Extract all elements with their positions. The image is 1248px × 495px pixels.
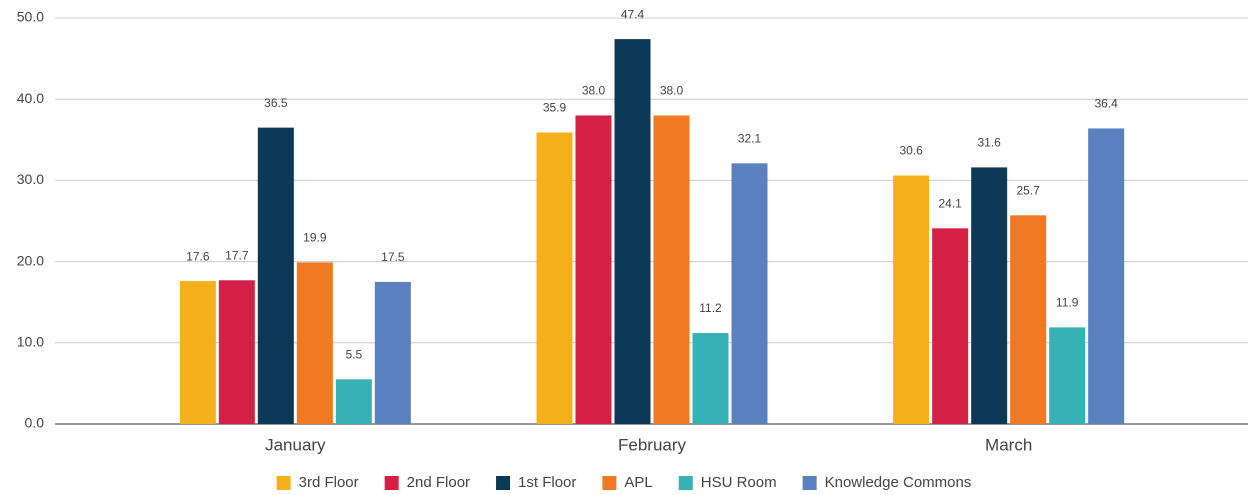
legend-swatch: [802, 476, 817, 490]
y-tick-label: 0.0: [25, 415, 45, 431]
y-tick-label: 20.0: [17, 252, 44, 268]
y-tick-label: 50.0: [17, 9, 44, 25]
bar: [1049, 327, 1086, 424]
bar: [893, 175, 930, 424]
legend-label: APL: [624, 474, 652, 491]
value-label: 32.1: [738, 132, 762, 146]
legend-swatch: [384, 476, 399, 490]
legend-swatch: [276, 476, 291, 490]
value-label: 5.5: [345, 348, 362, 362]
bar: [218, 280, 255, 424]
legend-label: Knowledge Commons: [825, 474, 972, 491]
value-label: 11.2: [699, 301, 722, 315]
bar: [296, 262, 333, 424]
value-label: 24.1: [938, 196, 962, 210]
value-label: 17.6: [186, 249, 210, 263]
bar: [731, 163, 768, 424]
bar: [575, 115, 612, 424]
legend-swatch: [678, 476, 693, 490]
bar: [257, 127, 294, 425]
value-label: 47.4: [621, 7, 645, 21]
value-label: 31.6: [977, 136, 1001, 150]
value-label: 25.7: [1016, 183, 1040, 197]
x-tick-label: February: [618, 435, 687, 454]
value-label: 36.5: [264, 96, 288, 110]
bar: [536, 132, 573, 424]
value-label: 38.0: [660, 84, 684, 98]
value-label: 11.9: [1056, 296, 1079, 310]
legend-label: 2nd Floor: [407, 474, 470, 491]
legend-label: HSU Room: [701, 474, 777, 491]
bar: [653, 115, 690, 424]
bar: [374, 281, 411, 424]
bar: [179, 281, 216, 424]
x-tick-label: March: [985, 435, 1032, 454]
legend-swatch: [496, 476, 511, 490]
legend-label: 3rd Floor: [299, 474, 359, 491]
value-label: 17.7: [225, 248, 249, 262]
value-label: 30.6: [899, 144, 923, 158]
value-label: 38.0: [582, 84, 606, 98]
bar: [692, 333, 729, 424]
value-label: 19.9: [303, 231, 327, 245]
bar: [1010, 215, 1047, 424]
value-label: 17.5: [381, 250, 405, 264]
value-label: 35.9: [543, 101, 567, 115]
bar: [1088, 128, 1125, 424]
value-label: 36.4: [1094, 97, 1118, 111]
x-tick-label: January: [265, 435, 326, 454]
y-tick-label: 10.0: [17, 334, 44, 350]
bar: [614, 39, 651, 424]
bar: [932, 228, 969, 424]
y-tick-label: 30.0: [17, 171, 44, 187]
legend-swatch: [602, 476, 617, 490]
y-tick-label: 40.0: [17, 90, 44, 106]
legend-label: 1st Floor: [518, 474, 576, 491]
bar: [971, 167, 1008, 424]
bar: [335, 379, 372, 424]
